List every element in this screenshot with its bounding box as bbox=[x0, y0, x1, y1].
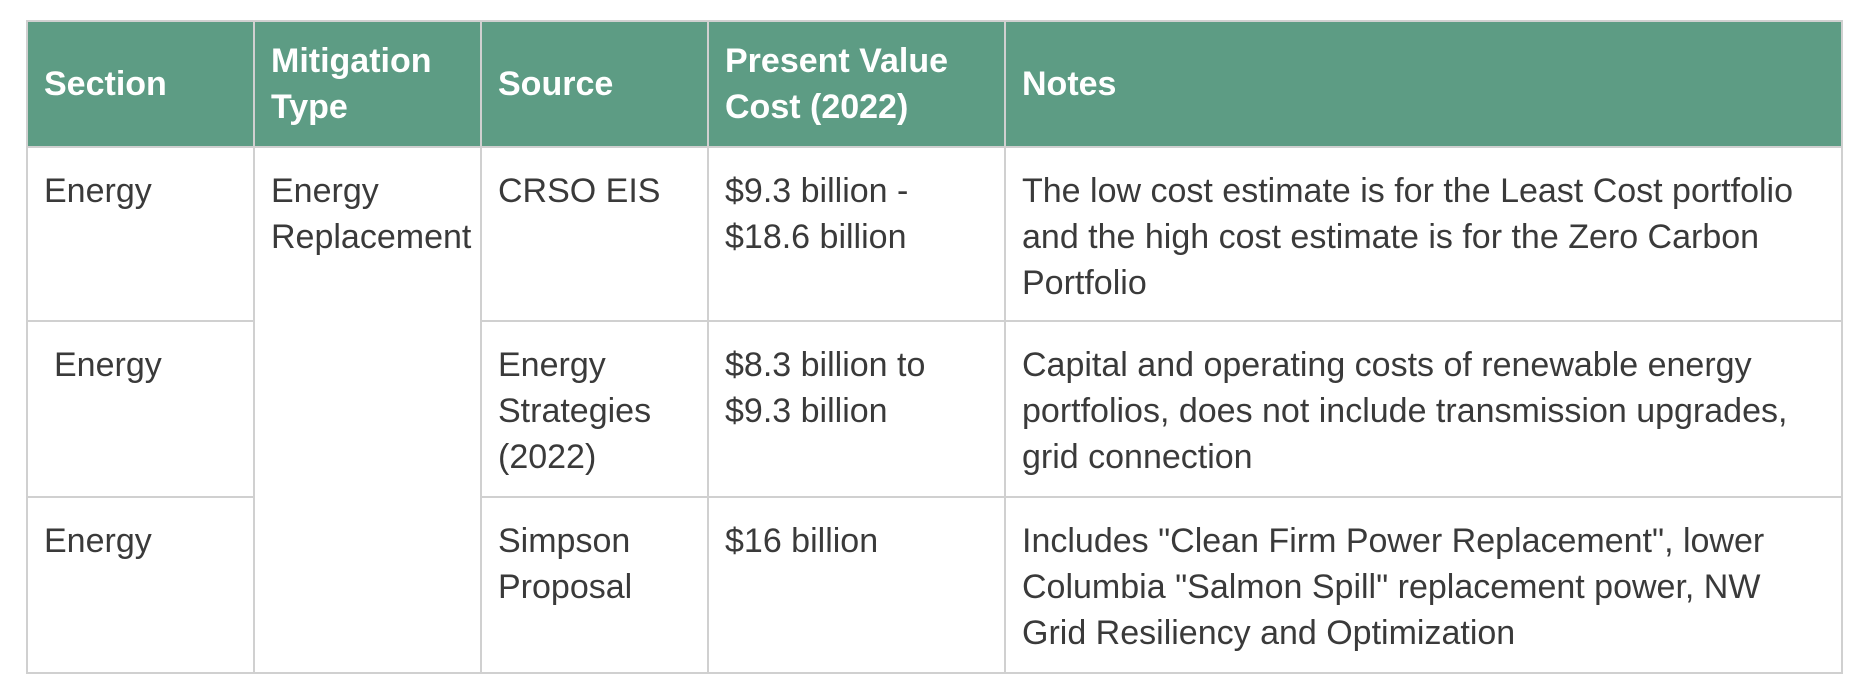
cell-section: Energy bbox=[26, 146, 255, 322]
header-present-value-cost: Present Value Cost (2022) bbox=[707, 20, 1006, 148]
cell-cost: $8.3 billion to $9.3 billion bbox=[707, 320, 1006, 498]
cell-cost: $9.3 billion - $18.6 billion bbox=[707, 146, 1006, 322]
cell-notes: The low cost estimate is for the Least C… bbox=[1004, 146, 1843, 322]
cell-notes: Capital and operating costs of renewable… bbox=[1004, 320, 1843, 498]
table-row: Energy Energy Strategies (2022) $8.3 bil… bbox=[26, 320, 1843, 498]
cell-section: Energy bbox=[26, 496, 255, 674]
header-source: Source bbox=[480, 20, 709, 148]
cell-source: CRSO EIS bbox=[480, 146, 709, 322]
cell-source: Energy Strategies (2022) bbox=[480, 320, 709, 498]
cell-section: Energy bbox=[26, 320, 255, 498]
cell-cost: $16 billion bbox=[707, 496, 1006, 674]
cell-source: Simpson Proposal bbox=[480, 496, 709, 674]
header-mitigation-type: Mitigation Type bbox=[253, 20, 482, 148]
table-header-row: Section Mitigation Type Source Present V… bbox=[26, 20, 1843, 148]
header-notes: Notes bbox=[1004, 20, 1843, 148]
cell-notes: Includes "Clean Firm Power Replacement",… bbox=[1004, 496, 1843, 674]
mitigation-cost-table: Section Mitigation Type Source Present V… bbox=[26, 20, 1843, 674]
cell-mitigation-type: Energy Replacement bbox=[253, 146, 482, 674]
table-row: Energy Energy Replacement CRSO EIS $9.3 … bbox=[26, 146, 1843, 674]
header-section: Section bbox=[26, 20, 255, 148]
cost-table-container: Section Mitigation Type Source Present V… bbox=[26, 20, 1843, 674]
